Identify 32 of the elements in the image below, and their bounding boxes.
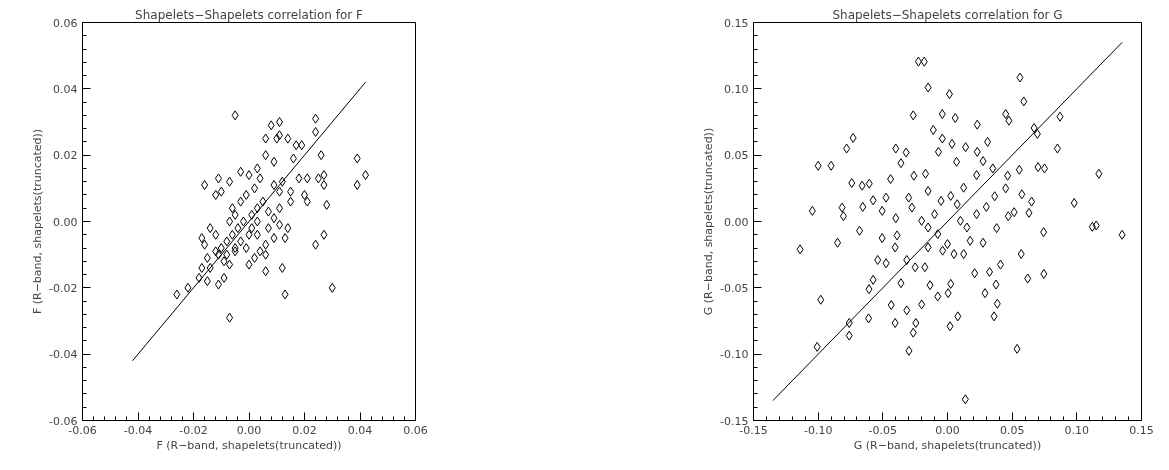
x-tick-label: -0.15 [739, 423, 768, 437]
x-tick-label: 0.05 [999, 423, 1025, 437]
y-tick-label: -0.05 [720, 281, 749, 295]
x-tick-label: 0.10 [1064, 423, 1090, 437]
y-axis-title: G (R−band, shapelets(truncated)) [702, 127, 716, 316]
y-tick-label: 0.10 [724, 82, 749, 96]
x-axis-title: F (R−band, shapelets(truncated)) [156, 438, 342, 452]
y-tick-label: -0.04 [49, 348, 78, 362]
x-tick-label: 0.04 [347, 423, 373, 437]
x-tick-label: 0.00 [935, 423, 960, 437]
y-tick-label: 0.06 [53, 16, 78, 30]
x-tick-label: 0.00 [236, 423, 262, 437]
y-tick-label: 0.05 [724, 149, 749, 163]
y-tick-label: 0.00 [724, 215, 749, 229]
chart-title: Shapelets−Shapelets correlation for F [135, 7, 363, 22]
chart-title: Shapelets−Shapelets correlation for G [832, 7, 1063, 22]
y-tick-label: 0.00 [53, 215, 78, 229]
x-tick-label: -0.10 [803, 423, 833, 437]
x-tick-label: -0.04 [123, 423, 153, 437]
x-tick-label: 0.02 [292, 423, 317, 437]
x-axis-title: G (R−band, shapelets(truncated)) [853, 438, 1042, 452]
y-tick-label: 0.02 [53, 149, 78, 163]
y-tick-label: 0.04 [53, 82, 78, 96]
x-tick-label: 0.06 [403, 423, 428, 437]
x-tick-label: -0.06 [68, 423, 97, 437]
y-axis-title: F (R−band, shapelets(truncated)) [31, 128, 45, 315]
x-tick-label: -0.05 [868, 423, 898, 437]
y-tick-label: -0.02 [49, 281, 78, 295]
x-tick-label: 0.15 [1129, 423, 1154, 437]
x-tick-label: -0.02 [179, 423, 208, 437]
y-tick-label: -0.10 [720, 348, 749, 362]
y-tick-label: 0.15 [724, 16, 749, 30]
